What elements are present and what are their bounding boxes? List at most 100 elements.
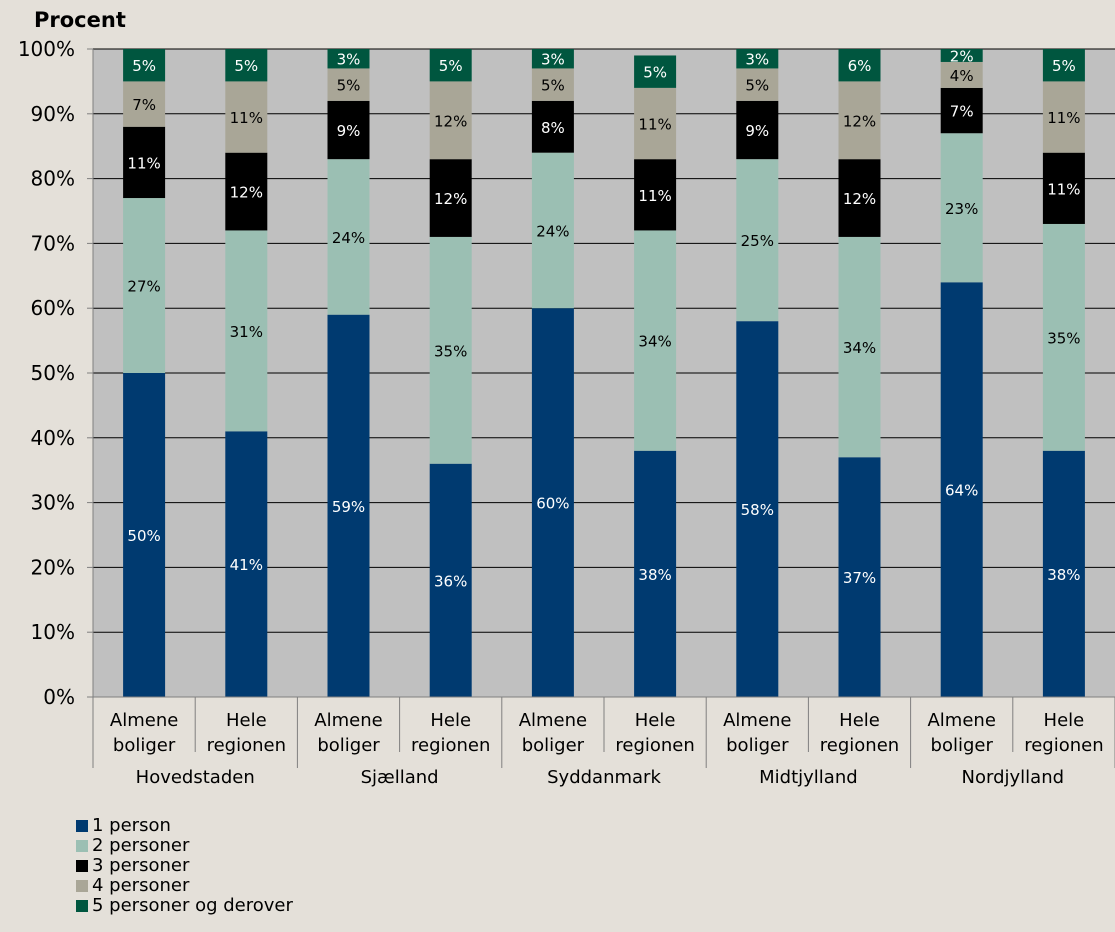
legend-item: 1 person bbox=[76, 816, 293, 836]
data-label: 12% bbox=[843, 112, 876, 130]
data-label: 27% bbox=[127, 278, 160, 296]
bar-segment bbox=[634, 230, 677, 451]
legend-swatch bbox=[76, 840, 88, 852]
legend-item: 2 personer bbox=[76, 836, 293, 856]
data-label: 41% bbox=[230, 556, 263, 574]
data-label: 60% bbox=[536, 495, 569, 513]
bar-segment bbox=[123, 49, 166, 82]
data-label: 4% bbox=[950, 67, 974, 85]
bar-segment bbox=[736, 68, 779, 101]
data-label: 3% bbox=[337, 51, 361, 69]
x-tick-label: Hele bbox=[1044, 710, 1085, 731]
data-label: 12% bbox=[434, 112, 467, 130]
x-tick-label: boliger bbox=[113, 735, 176, 756]
legend-swatch bbox=[76, 820, 88, 832]
bar-segment bbox=[429, 236, 472, 464]
legend-swatch bbox=[76, 880, 88, 892]
bar-segment bbox=[838, 236, 881, 458]
bar-segment bbox=[940, 282, 983, 697]
data-label: 11% bbox=[638, 116, 671, 134]
data-label: 11% bbox=[127, 154, 160, 172]
data-label: 35% bbox=[1047, 329, 1080, 347]
x-tick-label: Hele bbox=[839, 710, 880, 731]
bar-segment bbox=[940, 49, 983, 62]
bar-segment bbox=[1042, 152, 1085, 224]
data-label: 23% bbox=[945, 200, 978, 218]
data-label: 9% bbox=[337, 122, 361, 140]
bar-segment bbox=[327, 159, 370, 315]
legend-swatch bbox=[76, 860, 88, 872]
y-tick-label: 70% bbox=[31, 231, 75, 255]
bar-segment bbox=[838, 81, 881, 160]
data-label: 8% bbox=[541, 119, 565, 137]
bar-segment bbox=[429, 49, 472, 82]
data-label: 7% bbox=[132, 96, 156, 114]
data-label: 36% bbox=[434, 572, 467, 590]
bar-segment bbox=[531, 100, 574, 153]
bar-segment bbox=[940, 133, 983, 283]
x-tick-label: Hele bbox=[226, 710, 267, 731]
legend-item: 5 personer og derover bbox=[76, 896, 293, 916]
data-label: 2% bbox=[950, 47, 974, 65]
bar-segment bbox=[940, 61, 983, 88]
bar-segment bbox=[838, 49, 881, 82]
bar-segment bbox=[123, 81, 166, 127]
data-label: 24% bbox=[536, 222, 569, 240]
y-tick-label: 40% bbox=[31, 426, 75, 450]
bar-segment bbox=[225, 81, 268, 153]
bar-segment bbox=[531, 68, 574, 101]
bar-segment bbox=[1042, 49, 1085, 82]
bar-segment bbox=[736, 159, 779, 322]
y-tick-label: 80% bbox=[31, 167, 75, 191]
data-label: 6% bbox=[848, 57, 872, 75]
bar-segment bbox=[225, 49, 268, 82]
bar-segment bbox=[736, 100, 779, 160]
data-label: 7% bbox=[950, 103, 974, 121]
y-tick-label: 50% bbox=[31, 361, 75, 385]
x-tick-label: regionen bbox=[1024, 735, 1103, 756]
legend-swatch bbox=[76, 900, 88, 912]
data-label: 12% bbox=[843, 190, 876, 208]
bar-segment bbox=[940, 87, 983, 134]
group-label: Nordjylland bbox=[962, 767, 1065, 788]
data-label: 59% bbox=[332, 498, 365, 516]
y-tick-label: 90% bbox=[31, 102, 75, 126]
bar-segment bbox=[123, 373, 166, 697]
bar-segment bbox=[838, 457, 881, 697]
data-label: 5% bbox=[643, 64, 667, 82]
data-label: 31% bbox=[230, 323, 263, 341]
bar-segment bbox=[225, 152, 268, 231]
data-label: 5% bbox=[234, 57, 258, 75]
data-label: 5% bbox=[745, 77, 769, 95]
group-label: Syddanmark bbox=[547, 767, 661, 788]
x-tick-label: Almene bbox=[519, 710, 587, 731]
legend: 1 person 2 personer 3 personer 4 personer 5 … bbox=[76, 816, 293, 916]
x-tick-label: regionen bbox=[207, 735, 286, 756]
data-label: 25% bbox=[741, 232, 774, 250]
bar-segment bbox=[327, 49, 370, 69]
x-tick-label: regionen bbox=[615, 735, 694, 756]
bar-segment bbox=[327, 314, 370, 697]
x-tick-label: Hele bbox=[635, 710, 676, 731]
x-tick-label: Almene bbox=[723, 710, 791, 731]
data-label: 11% bbox=[638, 187, 671, 205]
data-label: 34% bbox=[843, 339, 876, 357]
bar-segment bbox=[634, 55, 677, 88]
bar-segment bbox=[225, 431, 268, 697]
data-label: 5% bbox=[1052, 57, 1076, 75]
legend-label: 4 personer bbox=[92, 875, 190, 896]
y-tick-label: 20% bbox=[31, 555, 75, 579]
bar-segment bbox=[634, 450, 677, 697]
legend-label: 2 personer bbox=[92, 835, 190, 856]
bar-segment bbox=[123, 126, 166, 199]
data-label: 58% bbox=[741, 501, 774, 519]
x-tick-label: Almene bbox=[927, 710, 995, 731]
data-label: 5% bbox=[541, 77, 565, 95]
data-label: 34% bbox=[638, 333, 671, 351]
bar-segment bbox=[531, 308, 574, 697]
group-label: Hovedstaden bbox=[136, 767, 255, 788]
y-tick-label: 100% bbox=[18, 37, 75, 61]
data-label: 12% bbox=[230, 184, 263, 202]
x-tick-label: boliger bbox=[726, 735, 789, 756]
